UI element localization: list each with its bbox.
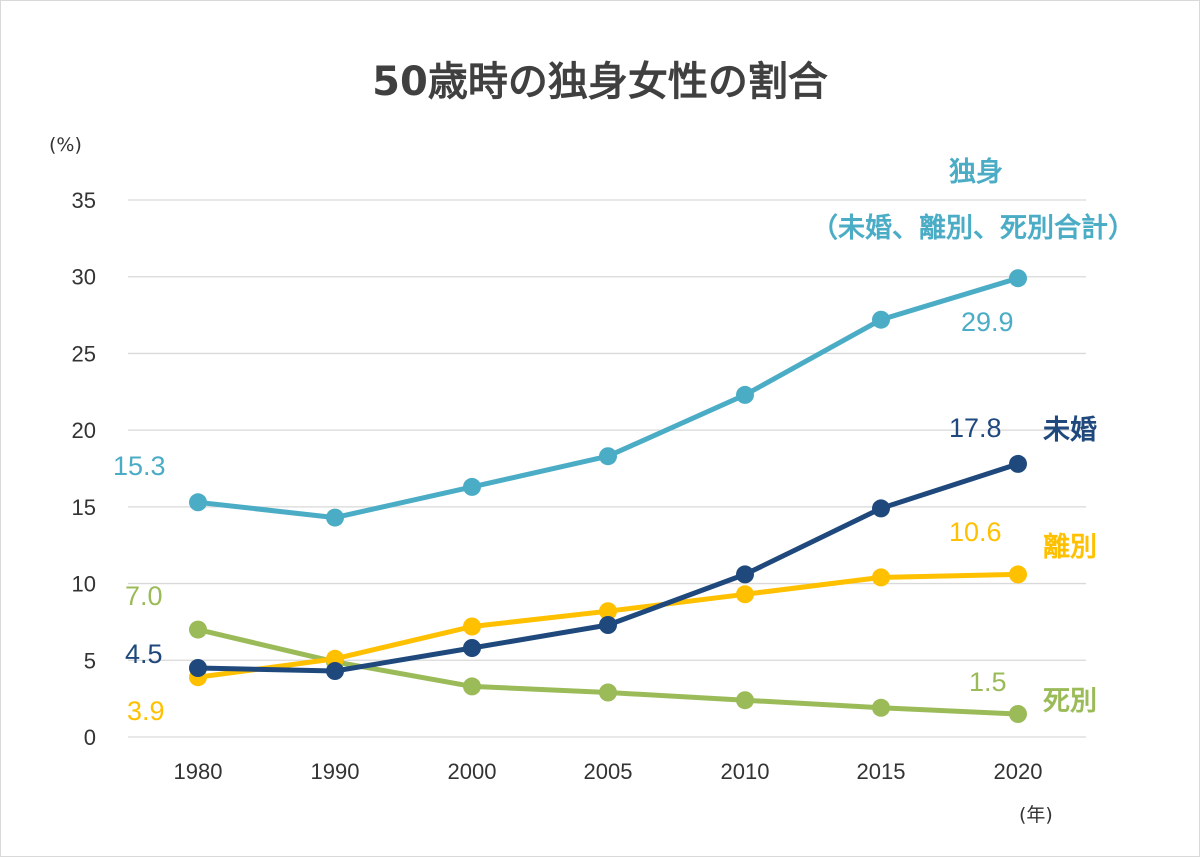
y-tick-label: 10 — [72, 572, 96, 597]
data-point-unmarried-2020 — [1009, 454, 1027, 473]
x-tick-label: 1990 — [311, 759, 360, 784]
x-tick-label: 2000 — [448, 759, 497, 784]
y-tick-label: 0 — [84, 725, 96, 750]
data-point-unmarried-2000 — [463, 639, 481, 657]
data-point-widowed-2015 — [872, 698, 890, 717]
data-point-divorced-2015 — [872, 568, 890, 587]
data-point-divorced-2000 — [463, 617, 481, 636]
label-widowed-2020: 1.5 — [969, 667, 1007, 697]
label-divorced-1980: 3.9 — [127, 696, 165, 726]
data-point-divorced-2020 — [1009, 565, 1027, 584]
data-point-unmarried-1980 — [189, 659, 207, 677]
x-tick-label: 2005 — [584, 759, 633, 784]
data-point-widowed-1980 — [189, 620, 207, 639]
data-point-single-1990 — [326, 508, 344, 527]
data-point-unmarried-2005 — [599, 616, 617, 634]
y-tick-label: 15 — [72, 495, 96, 520]
series-single — [189, 269, 1027, 527]
label-single-2020: 29.9 — [961, 307, 1014, 337]
data-point-single-1980 — [189, 493, 207, 512]
series-name-single: 独身 — [949, 156, 1003, 188]
x-tick-label: 2010 — [721, 759, 770, 784]
data-point-single-2010 — [736, 385, 754, 404]
series-name-divorced: 離別 — [1043, 531, 1097, 563]
series-name-single-sub: （未婚、離別、死別合計） — [811, 212, 1135, 244]
x-tick-label: 2020 — [994, 759, 1043, 784]
label-widowed-1980: 7.0 — [125, 581, 163, 611]
data-point-widowed-2020 — [1009, 705, 1027, 723]
x-axis-ticks: 1980 1990 2000 2005 2010 2015 2020 — [174, 759, 1043, 784]
series-unmarried — [189, 454, 1027, 680]
data-point-unmarried-1990 — [326, 662, 344, 680]
y-tick-label: 30 — [72, 265, 96, 290]
y-tick-label: 25 — [72, 341, 96, 366]
data-point-unmarried-2015 — [872, 499, 890, 518]
y-tick-label: 20 — [72, 418, 96, 443]
series-name-widowed: 死別 — [1043, 686, 1097, 717]
series-name-unmarried: 未婚 — [1043, 415, 1097, 446]
data-point-divorced-2005 — [599, 602, 617, 621]
data-point-unmarried-2010 — [736, 565, 754, 584]
data-point-single-2000 — [463, 477, 481, 496]
data-point-widowed-2010 — [736, 691, 754, 710]
gridlines — [128, 199, 1086, 738]
y-tick-label: 5 — [84, 648, 96, 673]
y-axis-unit: (%) — [49, 134, 82, 156]
label-divorced-2020: 10.6 — [949, 517, 1002, 547]
chart-title: 50歳時の独身女性の割合 — [372, 59, 828, 105]
x-axis-unit: (年) — [1019, 804, 1053, 826]
label-unmarried-1980: 4.5 — [125, 639, 163, 669]
label-unmarried-2020: 17.8 — [949, 413, 1002, 443]
data-point-single-2015 — [872, 310, 890, 329]
series-line-unmarried — [195, 461, 1021, 674]
label-single-1980: 15.3 — [113, 451, 166, 481]
series-line-single — [195, 275, 1021, 521]
x-tick-label: 1980 — [174, 759, 223, 784]
x-tick-label: 2015 — [857, 759, 906, 784]
data-point-divorced-2010 — [736, 585, 754, 604]
data-point-single-2005 — [599, 447, 617, 466]
y-tick-label: 35 — [72, 188, 96, 213]
data-point-widowed-2005 — [599, 683, 617, 702]
data-point-single-2020 — [1009, 269, 1027, 288]
data-point-widowed-2000 — [463, 677, 481, 696]
y-axis-ticks: 0 5 10 15 20 25 30 35 — [72, 188, 96, 750]
